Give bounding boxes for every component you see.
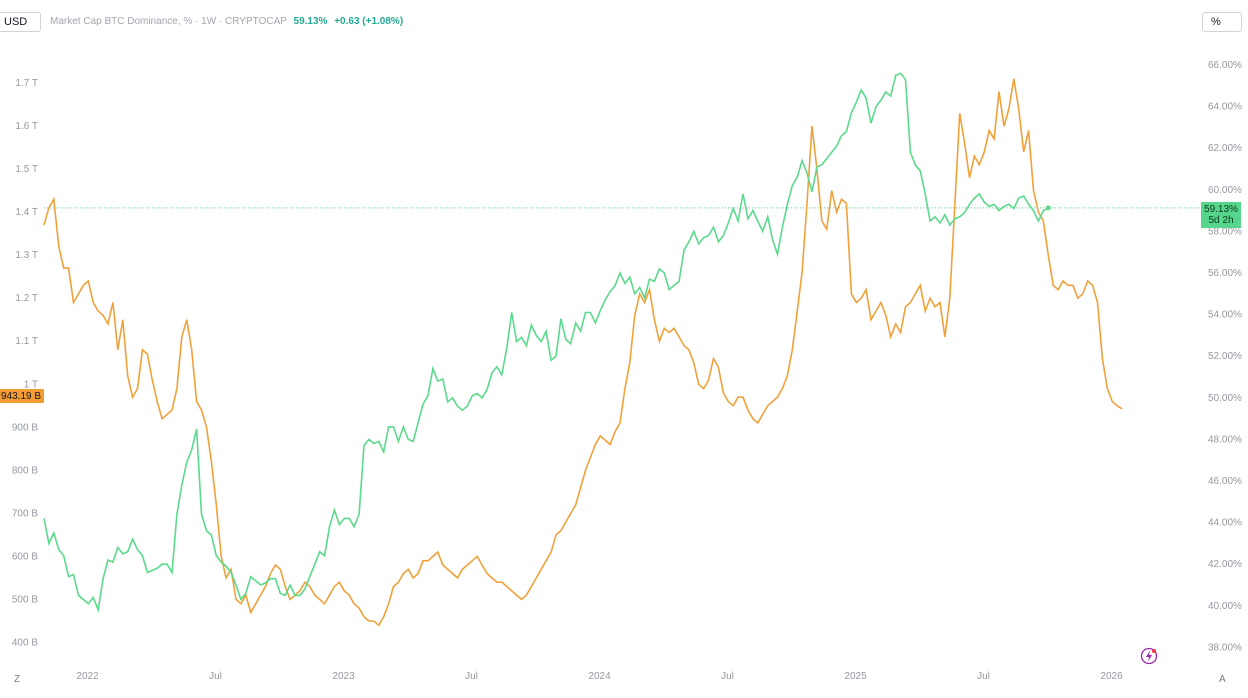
left-axis-tick-label: 1.1 T: [15, 336, 38, 347]
legend-title: Market Cap BTC Dominance, % · 1W · CRYPT…: [50, 16, 287, 27]
right-axis-tick-label: 64.00%: [1208, 102, 1242, 113]
left-axis-tick-label: 1.5 T: [15, 164, 38, 175]
left-axis-tick-label: 700 B: [12, 508, 38, 519]
left-axis-tick-label: 600 B: [12, 551, 38, 562]
right-axis-tick-label: 62.00%: [1208, 143, 1242, 154]
currency-button[interactable]: USD: [0, 12, 41, 32]
x-axis-tick-label: 2023: [332, 671, 355, 682]
left-axis-tick-label: 500 B: [12, 594, 38, 605]
x-axis-tick-label: Jul: [465, 671, 478, 682]
left-axis-tick-label: 1.3 T: [15, 250, 38, 261]
right-axis-tick-label: 56.00%: [1208, 268, 1242, 279]
right-axis-tick-label: 48.00%: [1208, 434, 1242, 445]
x-axis-tick-label: 2022: [76, 671, 99, 682]
market-cap-series-line: [43, 78, 1123, 627]
right-axis-tick-label: 66.00%: [1208, 60, 1242, 71]
right-axis-tick-label: 54.00%: [1208, 310, 1242, 321]
timezone-toggle[interactable]: Z: [14, 674, 21, 685]
right-axis-tick-label: 50.00%: [1208, 393, 1242, 404]
right-axis-tick-label: 52.00%: [1208, 351, 1242, 362]
right-axis-tick-label: 44.00%: [1208, 518, 1242, 529]
right-axis-tick-label: 40.00%: [1208, 601, 1242, 612]
left-axis-tick-label: 1 T: [24, 379, 38, 390]
left-axis-tick-label: 1.4 T: [15, 207, 38, 218]
right-axis-tick-label: 42.00%: [1208, 559, 1242, 570]
left-axis-tick-label: 400 B: [12, 637, 38, 648]
right-axis-tick-label: 46.00%: [1208, 476, 1242, 487]
x-axis-tick-label: 2025: [844, 671, 867, 682]
percent-scale-button[interactable]: %: [1202, 12, 1242, 32]
market-cap-price-badge: 943.19 B: [0, 389, 44, 403]
left-axis-tick-label: 900 B: [12, 422, 38, 433]
dominance-series-line: [43, 72, 1049, 613]
x-axis-tick-label: Jul: [977, 671, 990, 682]
dominance-last-point: [1045, 205, 1051, 211]
x-axis-tick-label: 2026: [1100, 671, 1123, 682]
right-axis-tick-label: 58.00%: [1208, 226, 1242, 237]
left-axis-tick-label: 800 B: [12, 465, 38, 476]
legend-change: +0.63 (+1.08%): [334, 16, 404, 27]
dominance-price-text: 59.13%: [1204, 204, 1238, 215]
x-axis-tick-label: 2024: [588, 671, 611, 682]
chart-legend: Market Cap BTC Dominance, % · 1W · CRYPT…: [50, 16, 403, 27]
legend-value: 59.13%: [293, 16, 328, 27]
left-axis-tick-label: 1.2 T: [15, 293, 38, 304]
x-axis-tick-label: Jul: [209, 671, 222, 682]
left-axis-tick-label: 1.6 T: [15, 121, 38, 132]
lightning-icon[interactable]: [1140, 647, 1158, 665]
bar-countdown-text: 5d 2h: [1208, 215, 1234, 226]
dominance-price-badge: 59.13% 5d 2h: [1201, 202, 1241, 228]
left-axis-tick-label: 1.7 T: [15, 78, 38, 89]
right-axis-tick-label: 38.00%: [1208, 642, 1242, 653]
auto-scale-toggle[interactable]: A: [1219, 674, 1226, 685]
x-axis-tick-label: Jul: [721, 671, 734, 682]
right-axis-tick-label: 60.00%: [1208, 185, 1242, 196]
market-cap-price-text: 943.19 B: [1, 390, 42, 402]
